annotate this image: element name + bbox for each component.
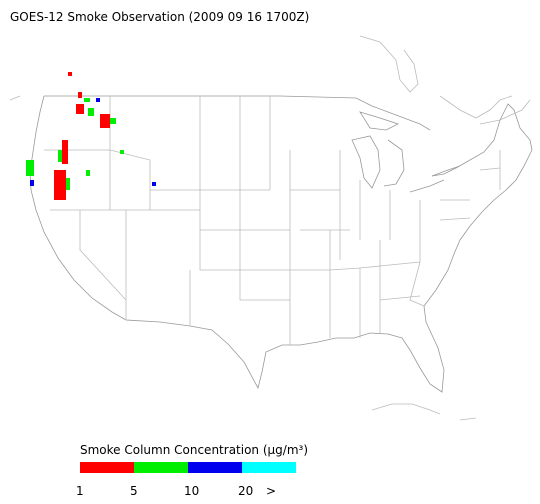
smoke-pixel	[88, 108, 94, 116]
smoke-pixel	[68, 72, 72, 76]
legend-label: 20	[238, 484, 253, 498]
legend-label: 1	[76, 484, 84, 498]
smoke-pixel	[76, 104, 84, 114]
smoke-pixel	[100, 114, 110, 128]
us-outline	[29, 95, 533, 393]
smoke-pixel	[54, 170, 66, 200]
title: GOES-12 Smoke Observation (2009 09 16 17…	[10, 10, 309, 24]
smoke-pixel	[84, 98, 90, 102]
smoke-pixel	[110, 118, 116, 124]
base-map	[9, 35, 533, 421]
smoke-pixels	[26, 72, 156, 200]
smoke-pixel	[96, 98, 100, 102]
legend-labels: 1 5 10 20 >	[76, 484, 276, 498]
smoke-pixel	[66, 178, 70, 190]
legend-swatch	[188, 462, 242, 473]
smoke-pixel	[26, 160, 34, 176]
legend-bar	[80, 462, 296, 473]
legend-swatch	[242, 462, 296, 473]
smoke-pixel	[30, 180, 34, 186]
legend-label: 10	[184, 484, 199, 498]
smoke-pixel	[62, 140, 68, 164]
legend-label: 5	[130, 484, 138, 498]
legend-swatch	[80, 462, 134, 473]
canada-lines	[9, 35, 531, 125]
smoke-pixel	[120, 150, 124, 154]
smoke-pixel	[86, 170, 90, 176]
legend-label: >	[266, 484, 276, 498]
legend-title: Smoke Column Concentration (μg/m³)	[80, 443, 308, 457]
state-lines	[44, 96, 501, 345]
great-lakes	[351, 111, 461, 193]
northern-border	[44, 95, 431, 131]
caribbean	[371, 403, 477, 421]
smoke-pixel	[78, 92, 82, 98]
smoke-pixel	[58, 150, 62, 162]
legend-swatch	[134, 462, 188, 473]
smoke-pixel	[152, 182, 156, 186]
